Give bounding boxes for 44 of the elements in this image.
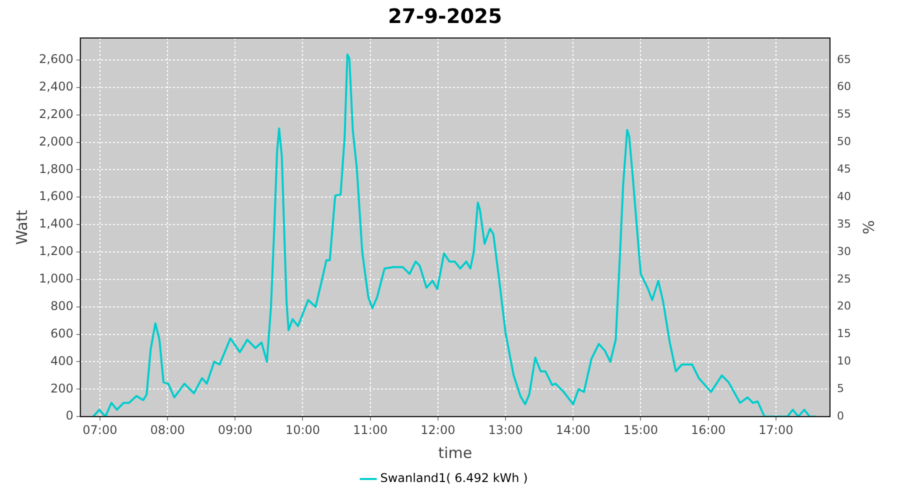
y2-tick-label: 60 (837, 80, 852, 94)
y-tick-label: 1,600 (38, 189, 74, 204)
y-tick-label: 2,600 (38, 52, 74, 66)
y-tick-label: 1,200 (38, 244, 74, 258)
y2-tick-label: 50 (837, 135, 852, 148)
x-tick-label: 12:00 (420, 422, 456, 437)
y-tick-label: 400 (50, 354, 74, 368)
x-tick-label: 16:00 (691, 422, 726, 437)
y-tick-label: 2,400 (38, 80, 74, 94)
y2-tick-label: 30 (837, 244, 852, 258)
x-tick-label: 08:00 (150, 422, 185, 437)
y-tick-label: 0 (66, 408, 74, 423)
x-tick-label: 13:00 (488, 422, 523, 437)
y2-axis-title: % (859, 220, 878, 234)
x-tick-label: 07:00 (82, 422, 118, 437)
y-tick-label: 2,000 (38, 134, 74, 148)
y2-tick-label: 35 (837, 217, 852, 230)
y-tick-label: 200 (50, 381, 74, 396)
x-tick-label: 10:00 (285, 422, 320, 437)
y-tick-label: 800 (50, 298, 74, 313)
legend-label: Swanland1( 6.492 kWh ) (380, 471, 528, 486)
y-tick-label: 1,400 (38, 216, 74, 231)
x-tick-label: 14:00 (556, 422, 590, 437)
y-tick-label: 1,800 (38, 162, 74, 176)
chart-title: 27-9-2025 (388, 4, 502, 28)
y2-tick-label: 15 (837, 327, 852, 340)
x-tick-label: 09:00 (218, 422, 252, 437)
x-tick-label: 17:00 (758, 422, 794, 437)
y-tick-label: 600 (50, 326, 74, 340)
y2-tick-label: 20 (837, 300, 852, 313)
y2-tick-label: 25 (837, 272, 852, 286)
y2-tick-label: 0 (837, 409, 844, 422)
y-tick-label: 2,200 (38, 106, 74, 121)
y-axis-title: Watt (12, 210, 31, 245)
y-tick-label: 1,000 (38, 272, 74, 286)
y2-tick-label: 40 (837, 190, 852, 203)
x-tick-label: 11:00 (353, 422, 388, 437)
y2-tick-label: 65 (837, 52, 852, 66)
y2-tick-label: 55 (837, 108, 852, 121)
y2-tick-label: 10 (837, 354, 852, 368)
x-axis-title: time (438, 444, 472, 462)
y2-tick-label: 5 (837, 382, 844, 396)
y2-tick-label: 45 (837, 162, 852, 176)
x-tick-label: 15:00 (623, 422, 658, 437)
